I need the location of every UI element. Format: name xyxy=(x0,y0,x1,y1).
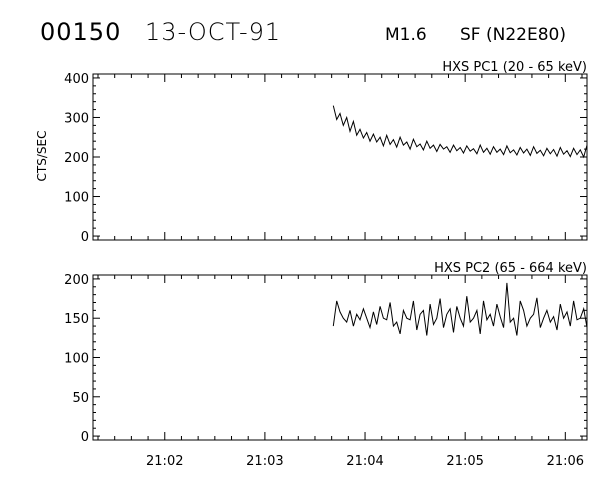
pc1-ytick-label: 0 xyxy=(81,230,89,245)
pc1-ytick-label: 300 xyxy=(64,111,89,126)
pc1-ytick-label: 100 xyxy=(64,191,89,206)
pc2-ytick-label: 200 xyxy=(64,273,89,288)
pc2-panel: HXS PC2 (65 - 664 keV) 0 50 100 150 200 21:02… xyxy=(64,261,588,469)
pc2-series xyxy=(332,282,588,336)
pc1-axes: 0 100 200 300 400 xyxy=(64,72,587,245)
xtick-label: 21:06 xyxy=(547,454,584,469)
pc2-plot-frame xyxy=(92,274,588,441)
pc1-ytick-label: 200 xyxy=(64,151,89,166)
pc2-ytick-label: 150 xyxy=(64,312,89,327)
pc1-series-line xyxy=(332,105,588,159)
xtick-label: 21:05 xyxy=(446,454,483,469)
pc1-series xyxy=(332,105,588,159)
pc2-ytick-label: 0 xyxy=(81,430,89,445)
xtick-label: 21:03 xyxy=(246,454,283,469)
event-date: 13-OCT-91 xyxy=(145,18,281,46)
pc1-title: HXS PC1 (20 - 65 keV) xyxy=(442,60,587,75)
pc2-axes: 0 50 100 150 200 21:02 21:03 21:04 21:05 21:06 xyxy=(64,273,587,469)
pc2-title: HXS PC2 (65 - 664 keV) xyxy=(434,261,587,276)
pc1-plot-frame xyxy=(92,73,588,241)
pc2-ytick-label: 100 xyxy=(64,352,89,367)
optical-class: SF (N22E80) xyxy=(460,25,566,45)
event-id: 00150 xyxy=(40,18,121,46)
pc2-ytick-label: 50 xyxy=(72,391,89,406)
pc2-series-line xyxy=(332,282,588,336)
goes-class: M1.6 xyxy=(385,25,427,45)
xtick-label: 21:02 xyxy=(146,454,183,469)
pc1-panel: HXS PC1 (20 - 65 keV) CTS/SEC 0 100 200 300… xyxy=(35,60,588,245)
pc1-ytick-label: 400 xyxy=(64,72,89,87)
xtick-label: 21:04 xyxy=(346,454,383,469)
pc1-ylabel: CTS/SEC xyxy=(35,131,49,182)
